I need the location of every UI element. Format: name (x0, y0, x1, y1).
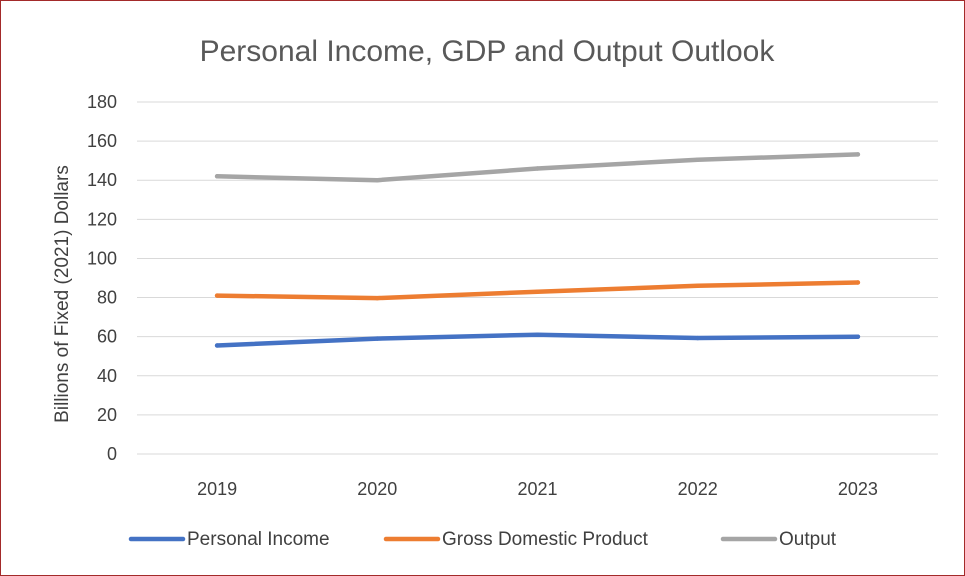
y-tick-label: 0 (107, 444, 117, 464)
legend-item-output: Output (720, 529, 837, 550)
x-tick-label: 2023 (838, 479, 878, 499)
x-tick-label: 2021 (517, 479, 557, 499)
data-point-gross-domestic-product (695, 283, 700, 289)
data-point-output (695, 157, 700, 162)
legend-item-personal-income: Personal Income (128, 529, 330, 550)
data-point-gross-domestic-product (375, 295, 380, 301)
data-point-output (375, 178, 380, 183)
legend-label: Gross Domestic Product (442, 529, 649, 550)
gridlines (137, 101, 938, 455)
data-point-gross-domestic-product (214, 293, 220, 298)
y-tick-label: 180 (87, 92, 117, 112)
data-point-personal-income (214, 343, 220, 348)
y-axis-ticks: 0 20 40 60 80 100 120 140 160 180 (87, 92, 117, 464)
x-axis-ticks: 2019 2020 2021 2022 2023 (197, 479, 878, 499)
data-point-personal-income (535, 332, 540, 337)
y-tick-label: 60 (97, 327, 117, 347)
data-point-personal-income (695, 335, 700, 341)
legend-label: Output (779, 529, 837, 550)
series-lines (214, 152, 861, 348)
y-tick-label: 120 (87, 209, 117, 229)
y-tick-label: 80 (97, 288, 117, 308)
data-point-personal-income (855, 334, 861, 339)
y-tick-label: 40 (97, 366, 117, 386)
data-point-gross-domestic-product (535, 289, 540, 294)
y-tick-label: 20 (97, 405, 117, 425)
data-point-personal-income (375, 336, 380, 341)
data-point-gross-domestic-product (855, 280, 861, 285)
x-tick-label: 2020 (357, 479, 397, 499)
legend-item-gross-domestic-product: Gross Domestic Product (383, 529, 649, 550)
x-tick-label: 2022 (678, 479, 718, 499)
legend-label: Personal Income (187, 529, 330, 550)
chart-title: Personal Income, GDP and Output Outlook (200, 35, 776, 68)
y-axis-title: Billions of Fixed (2021) Dollars (52, 165, 73, 423)
x-tick-label: 2019 (197, 479, 237, 499)
data-point-output (535, 166, 540, 171)
y-tick-label: 100 (87, 248, 117, 268)
data-point-output (855, 152, 861, 157)
legend: Personal Income Gross Domestic Product Out… (128, 529, 837, 550)
y-tick-label: 160 (87, 131, 117, 151)
data-point-output (214, 174, 220, 179)
y-tick-label: 140 (87, 170, 117, 190)
